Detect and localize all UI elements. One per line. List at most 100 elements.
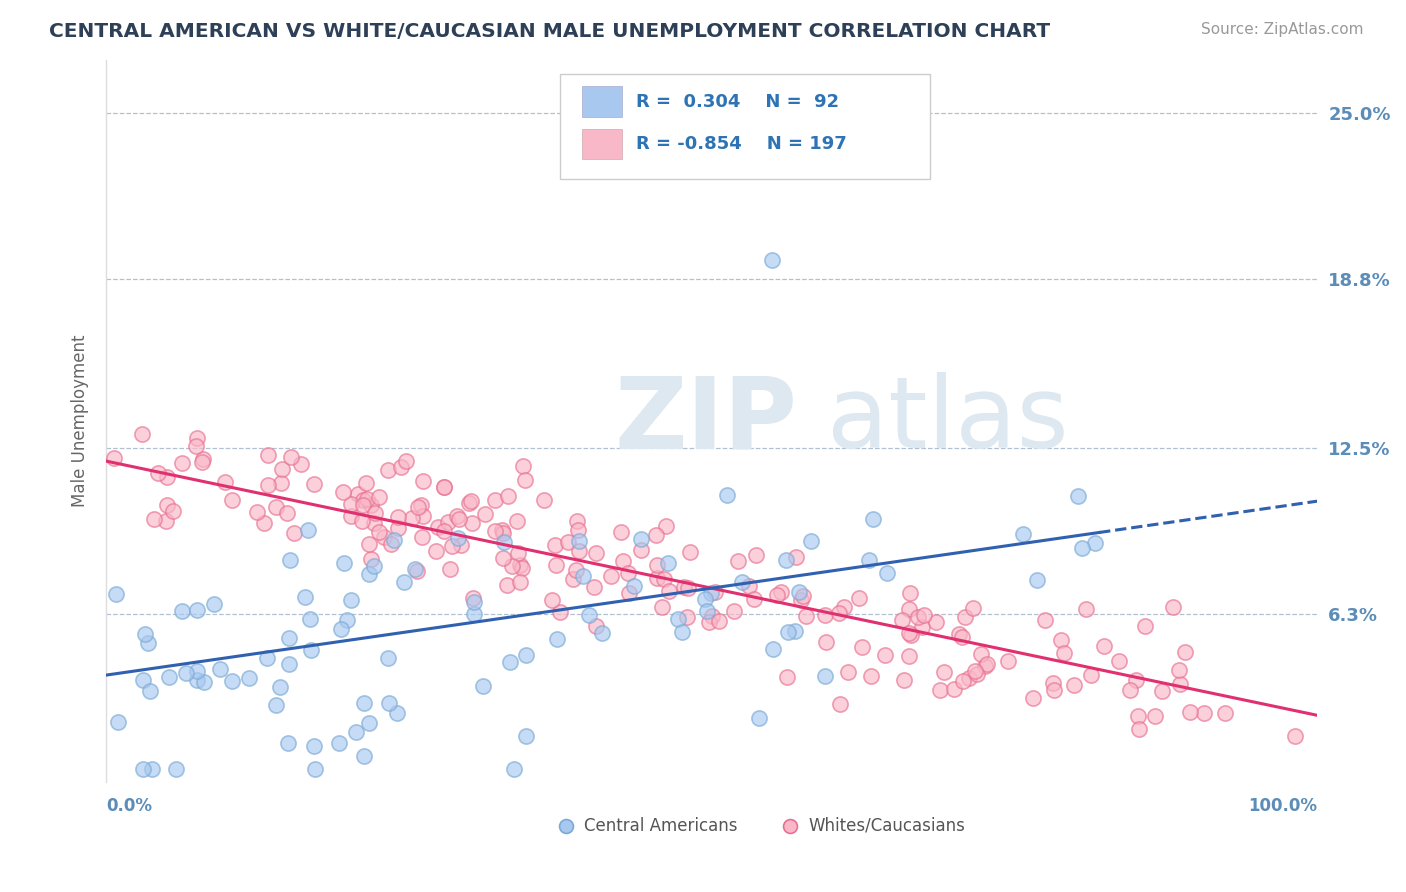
Point [778, 624, 800, 639]
Point [103, 450, 125, 465]
Point [557, 535, 579, 549]
Point [512, 459, 534, 474]
Point [278, 553, 301, 567]
Point [900, 628, 922, 642]
Point [1161, 599, 1184, 614]
Point [506, 514, 529, 528]
Point [138, 636, 160, 650]
Point [976, 657, 998, 672]
Point [544, 558, 567, 573]
Text: ZIP: ZIP [614, 372, 797, 469]
Point [257, 477, 280, 491]
Point [368, 524, 391, 539]
Point [515, 648, 537, 662]
Point [283, 526, 305, 541]
Point [910, 620, 932, 634]
Point [357, 715, 380, 730]
Point [928, 682, 950, 697]
Point [373, 530, 395, 544]
Text: Source: ZipAtlas.com: Source: ZipAtlas.com [1201, 22, 1364, 37]
Point [509, 575, 531, 590]
Point [1194, 706, 1216, 721]
Point [1170, 677, 1192, 691]
Point [238, 671, 260, 685]
Point [561, 572, 583, 586]
Point [693, 592, 716, 607]
Point [950, 630, 973, 644]
Point [630, 543, 652, 558]
Point [907, 610, 929, 624]
Point [499, 655, 522, 669]
Point [461, 591, 484, 606]
FancyBboxPatch shape [582, 87, 621, 117]
Point [567, 523, 589, 537]
Point [654, 572, 676, 586]
Point [412, 508, 434, 523]
Point [463, 607, 485, 622]
Point [610, 524, 633, 539]
Point [775, 553, 797, 567]
Text: Central Americans: Central Americans [585, 816, 738, 835]
Point [172, 604, 194, 618]
Point [458, 496, 481, 510]
Point [848, 591, 870, 605]
Point [148, 466, 170, 480]
Point [873, 648, 896, 663]
Point [446, 509, 468, 524]
Point [738, 579, 761, 593]
Point [966, 666, 988, 681]
Point [666, 612, 689, 626]
Point [787, 585, 810, 599]
Point [592, 625, 614, 640]
Point [1012, 527, 1035, 541]
Point [585, 546, 607, 560]
Point [277, 736, 299, 750]
Point [278, 657, 301, 671]
Point [501, 559, 523, 574]
Point [814, 635, 837, 649]
Point [1050, 632, 1073, 647]
Point [266, 698, 288, 712]
Point [671, 624, 693, 639]
Point [1092, 640, 1115, 654]
Point [1076, 602, 1098, 616]
Point [439, 562, 461, 576]
Point [962, 600, 984, 615]
Point [193, 674, 215, 689]
Point [697, 615, 720, 629]
Y-axis label: Male Unemployment: Male Unemployment [72, 334, 89, 508]
Point [965, 664, 987, 678]
Point [156, 498, 179, 512]
Point [1080, 667, 1102, 681]
Point [583, 580, 606, 594]
Point [657, 556, 679, 570]
Point [329, 622, 352, 636]
Point [766, 588, 789, 602]
Point [191, 455, 214, 469]
Point [533, 492, 555, 507]
Point [132, 762, 155, 776]
Point [297, 523, 319, 537]
Point [433, 480, 456, 494]
Point [395, 454, 418, 468]
Point [401, 510, 423, 524]
Point [380, 537, 402, 551]
Point [447, 531, 470, 545]
Point [515, 729, 537, 743]
Point [997, 654, 1019, 668]
Point [276, 507, 298, 521]
Point [1167, 663, 1189, 677]
Point [377, 651, 399, 665]
Point [389, 460, 412, 475]
Point [280, 450, 302, 465]
Point [1026, 573, 1049, 587]
Point [382, 533, 405, 547]
Point [567, 515, 589, 529]
Point [352, 498, 374, 512]
Point [141, 762, 163, 776]
Text: R =  0.304    N =  92: R = 0.304 N = 92 [637, 93, 839, 111]
Point [132, 673, 155, 688]
Point [858, 553, 880, 567]
Point [509, 558, 531, 572]
Point [1033, 613, 1056, 627]
